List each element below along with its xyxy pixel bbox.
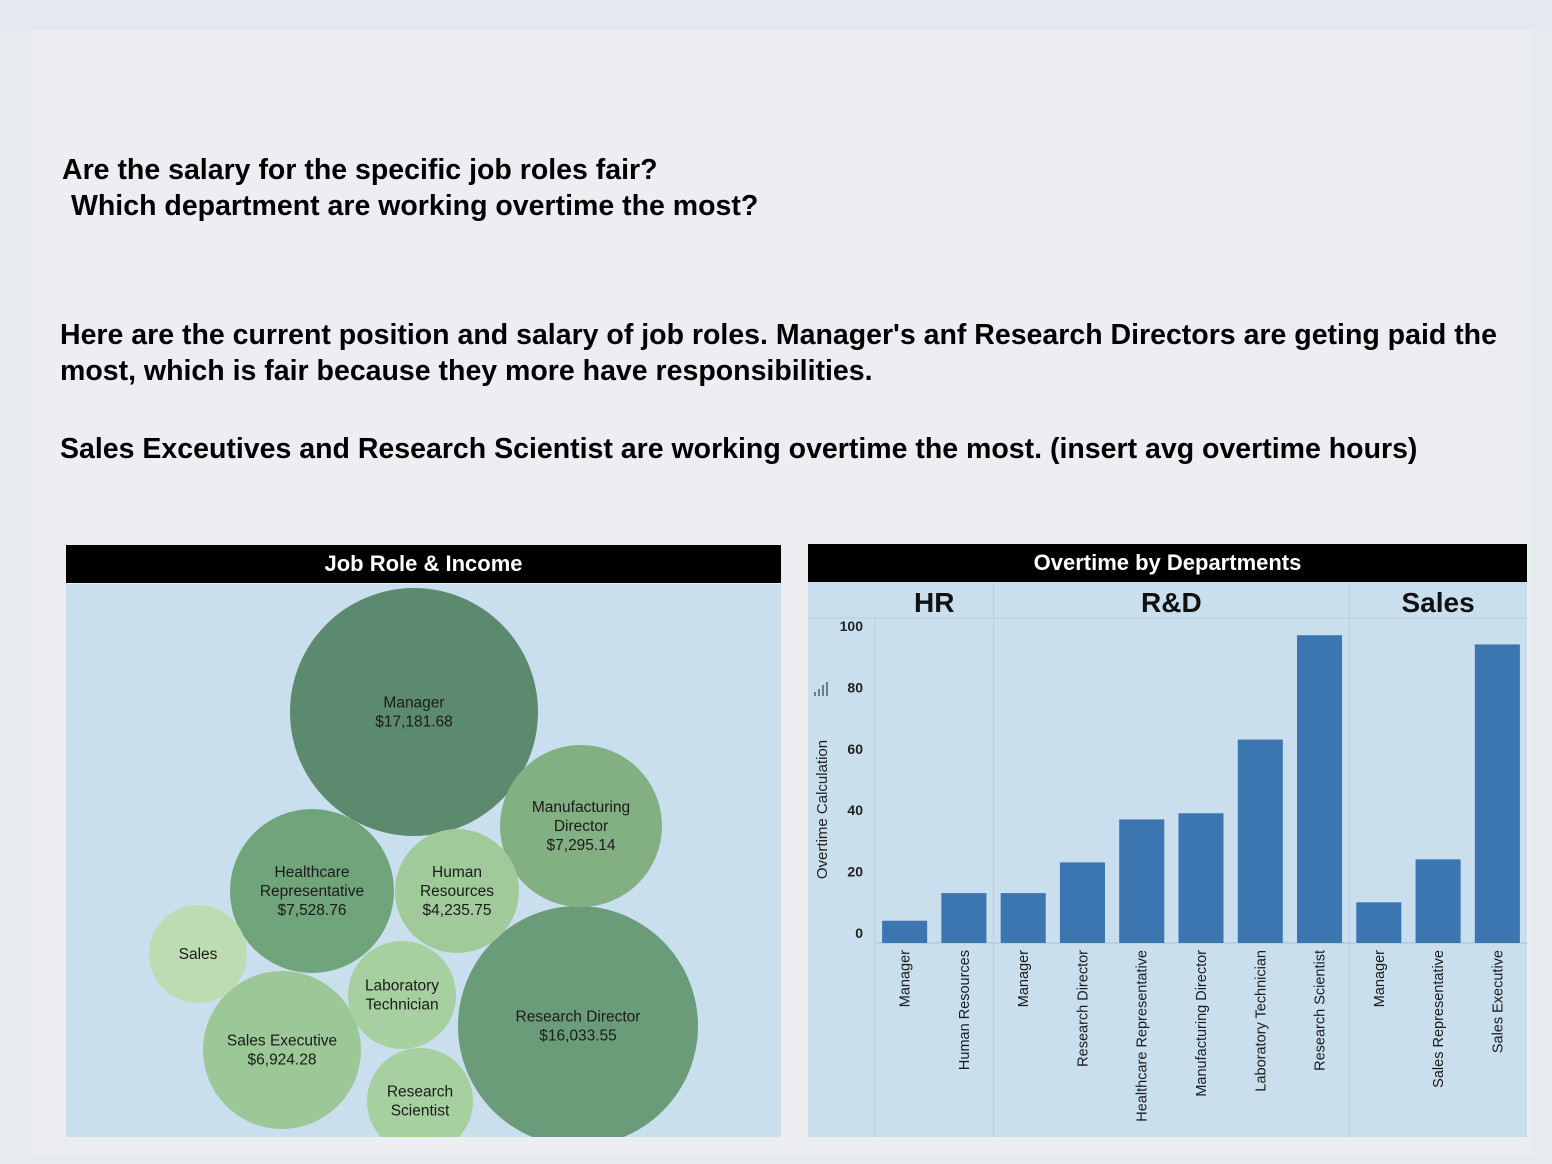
bubble-value-manufacturing-director: $7,295.14: [547, 837, 616, 854]
y-tick-label: 100: [840, 618, 864, 634]
bubble-research-director[interactable]: Research Director $16,033.55: [458, 906, 698, 1137]
bubble-value-research-director: $16,033.55: [539, 1028, 617, 1045]
y-tick-label: 0: [855, 925, 863, 941]
x-tick-label-sales-sales-executive: Sales Executive: [1490, 950, 1506, 1053]
bubble-chart-svg: Manager $17,181.68 Research Director $16,03…: [149, 588, 698, 1137]
bubble-chart[interactable]: Manager $17,181.68 Research Director $16,03…: [66, 584, 781, 1137]
bubble-healthcare-representative[interactable]: Healthcare Representative $7,528.76: [230, 809, 394, 973]
bar-sales-sales-representative[interactable]: [1415, 859, 1461, 943]
y-axis-title: Overtime Calculation: [814, 740, 831, 879]
bubble-sales[interactable]: Sales: [149, 905, 247, 1003]
dept-header-r-d: R&D: [1141, 587, 1202, 618]
x-tick-label-r-d-manufacturing-director: Manufacturing Director: [1194, 950, 1210, 1097]
bubble-label-human-resources: Resources: [420, 883, 494, 900]
dept-header-hr: HR: [914, 587, 954, 618]
story-question: Are the salary for the specific job role…: [62, 152, 1462, 224]
bubble-human-resources[interactable]: Human Resources $4,235.75: [395, 829, 519, 953]
bubble-manager[interactable]: Manager $17,181.68: [290, 588, 538, 836]
sort-icon[interactable]: [814, 682, 828, 696]
salary-paragraph: Here are the current position and salary…: [60, 319, 1497, 387]
y-tick-label: 20: [847, 864, 863, 880]
dept-header-sales: Sales: [1402, 587, 1475, 618]
bubble-label-sales-executive: Sales Executive: [227, 1033, 337, 1050]
bubble-circle-manufacturing-director[interactable]: [500, 745, 662, 907]
bubble-laboratory-technician[interactable]: Laboratory Technician: [348, 941, 456, 1049]
bubble-chart-title: Job Role & Income: [66, 545, 781, 583]
bar-chart-svg: HR R&D Sales 0 20 40 60 80 100 Overtime Calculati…: [808, 582, 1527, 1137]
bubble-label-healthcare-representative: Healthcare: [275, 864, 350, 881]
x-tick-label-r-d-healthcare-representative: Healthcare Representative: [1135, 950, 1151, 1122]
x-tick-label-sales-sales-representative: Sales Representative: [1431, 950, 1447, 1088]
x-tick-label-r-d-laboratory-technician: Laboratory Technician: [1253, 950, 1269, 1092]
bubble-label-manufacturing-director: Director: [554, 818, 608, 835]
bubble-circle-laboratory-technician[interactable]: [348, 941, 456, 1049]
bubble-sales-executive[interactable]: Sales Executive $6,924.28: [203, 971, 361, 1129]
bubble-circle-healthcare-representative[interactable]: [230, 809, 394, 973]
bubble-research-scientist[interactable]: Research Scientist: [367, 1048, 473, 1137]
bubble-label-sales: Sales: [179, 946, 218, 963]
bar-hr-manager[interactable]: [882, 920, 928, 943]
bubble-circle-sales[interactable]: [149, 905, 247, 1003]
bubble-label-laboratory-technician: Laboratory: [365, 978, 439, 995]
bubble-value-manager: $17,181.68: [375, 714, 453, 731]
bar-hr-human-resources[interactable]: [941, 893, 987, 943]
x-tick-label-r-d-research-scientist: Research Scientist: [1313, 950, 1329, 1071]
bar-r-d-manufacturing-director[interactable]: [1178, 813, 1224, 943]
bar-r-d-manager[interactable]: [1000, 893, 1046, 943]
bubble-circle-human-resources[interactable]: [395, 829, 519, 953]
x-tick-label-r-d-manager: Manager: [1016, 950, 1032, 1007]
bar-r-d-research-scientist[interactable]: [1297, 635, 1343, 943]
bubble-label-manufacturing-director: Manufacturing: [532, 799, 630, 816]
x-tick-label-sales-manager: Manager: [1372, 950, 1388, 1007]
y-tick-label: 60: [847, 741, 863, 757]
bubble-value-sales-executive: $6,924.28: [248, 1052, 317, 1069]
x-tick-label-hr-manager: Manager: [898, 950, 914, 1007]
bubble-label-human-resources: Human: [432, 864, 482, 881]
bubble-label-research-scientist: Scientist: [391, 1103, 450, 1120]
bar-chart-title: Overtime by Departments: [808, 544, 1527, 582]
question-line-1: Are the salary for the specific job role…: [62, 154, 658, 186]
bubble-value-human-resources: $4,235.75: [423, 902, 492, 919]
bar-sales-manager[interactable]: [1356, 902, 1402, 943]
top-strip: [0, 0, 1552, 30]
bar-r-d-research-director[interactable]: [1059, 862, 1105, 943]
x-tick-label-r-d-research-director: Research Director: [1075, 950, 1091, 1067]
bubble-label-healthcare-representative: Representative: [260, 883, 364, 900]
dept-header-band: [808, 582, 1527, 618]
bar-r-d-laboratory-technician[interactable]: [1237, 739, 1283, 943]
bubble-label-laboratory-technician: Technician: [365, 997, 438, 1014]
bar-sales-sales-executive[interactable]: [1474, 644, 1520, 943]
bubble-circle-research-director[interactable]: [458, 906, 698, 1137]
y-tick-label: 40: [847, 802, 863, 818]
bubble-circle-research-scientist[interactable]: [367, 1048, 473, 1137]
bubble-label-manager: Manager: [383, 695, 444, 712]
bar-r-d-healthcare-representative[interactable]: [1119, 819, 1165, 943]
bubble-label-research-director: Research Director: [516, 1009, 641, 1026]
bubble-label-research-scientist: Research: [387, 1084, 453, 1101]
bubble-manufacturing-director[interactable]: Manufacturing Director $7,295.14: [500, 745, 662, 907]
bubble-circle-sales-executive[interactable]: [203, 971, 361, 1129]
overtime-paragraph: Sales Exceutives and Research Scientist …: [60, 433, 1418, 465]
question-line-2: Which department are working overtime th…: [71, 190, 759, 222]
bubble-value-healthcare-representative: $7,528.76: [278, 902, 347, 919]
bubble-circle-manager[interactable]: [290, 588, 538, 836]
x-tick-label-hr-human-resources: Human Resources: [957, 950, 973, 1070]
y-tick-label: 80: [847, 679, 863, 695]
bar-chart[interactable]: HR R&D Sales 0 20 40 60 80 100 Overtime Calculati…: [808, 582, 1527, 1137]
